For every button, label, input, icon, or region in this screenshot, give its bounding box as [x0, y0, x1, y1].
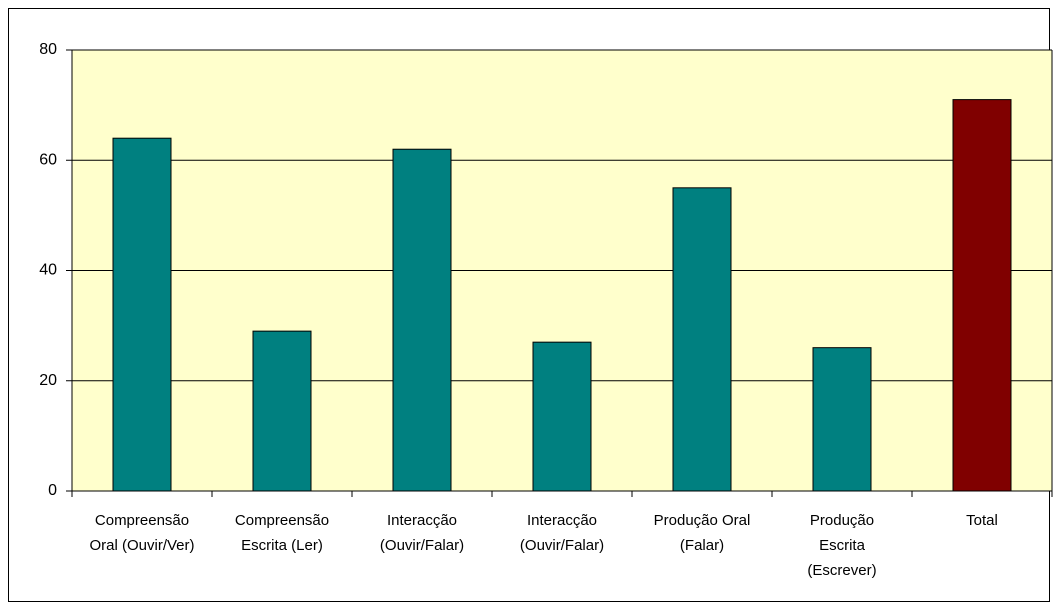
- bar: [392, 148, 452, 492]
- bar: [952, 99, 1012, 492]
- x-tick-label: Produção Escrita (Escrever): [807, 512, 877, 579]
- y-tick-label: 60: [39, 151, 57, 168]
- bar: [252, 330, 312, 492]
- x-tick-label: Interacção (Ouvir/Falar): [379, 512, 465, 554]
- bar: [532, 341, 592, 492]
- bar: [672, 187, 732, 492]
- bar: [112, 137, 172, 492]
- x-tick-label: Produção Oral (Falar): [653, 512, 751, 554]
- y-tick-label: 0: [48, 482, 57, 499]
- y-tick-label: 80: [39, 41, 57, 58]
- x-tick-label: Total: [966, 512, 998, 529]
- bar: [812, 347, 872, 492]
- x-tick-label: Compreensão Escrita (Ler): [234, 512, 330, 554]
- y-tick-label: 40: [39, 262, 57, 279]
- x-tick-label: Compreensão Oral (Ouvir/Ver): [89, 512, 195, 554]
- x-tick-label: Interacção (Ouvir/Falar): [519, 512, 605, 554]
- y-tick-label: 20: [39, 372, 57, 389]
